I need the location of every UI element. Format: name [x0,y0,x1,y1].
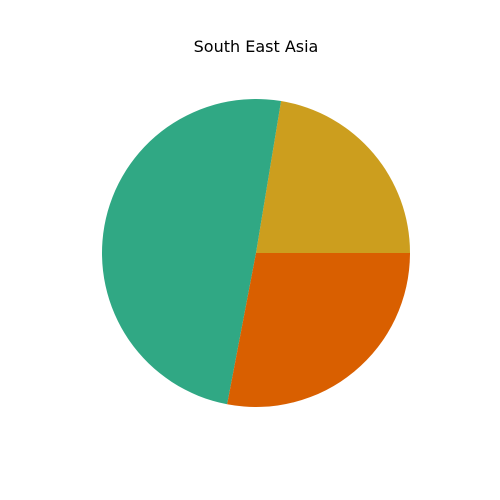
chart-title: South East Asia [194,37,319,56]
pie-slice-1 [256,101,410,253]
pie-slices [102,99,410,407]
pie-slice-3 [227,253,410,407]
